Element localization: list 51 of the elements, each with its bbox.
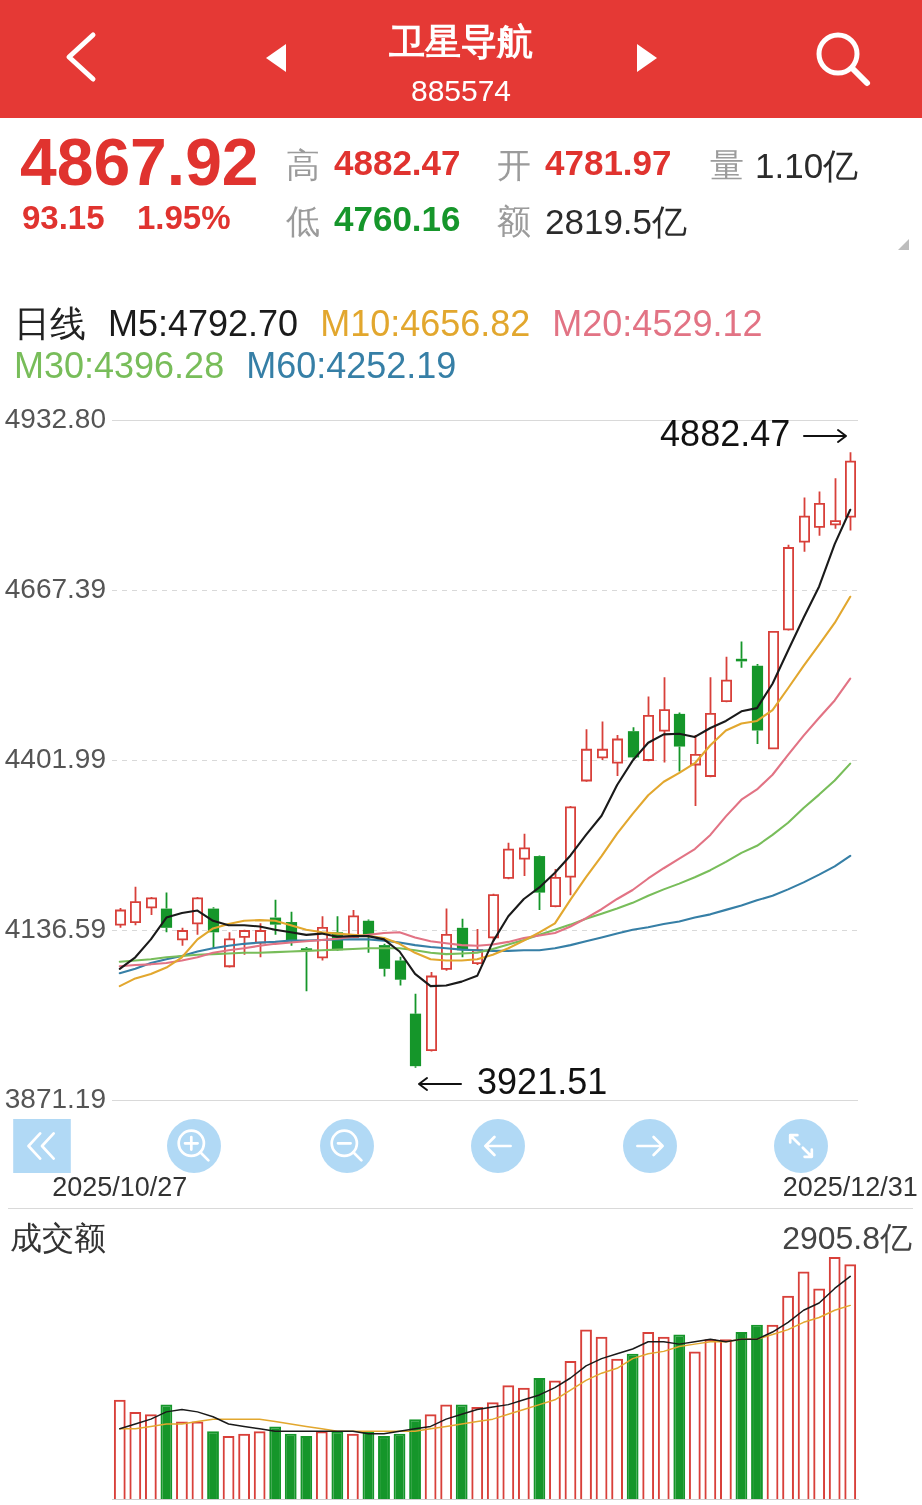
candlestick: [673, 713, 686, 773]
text: M5:4792.70: [108, 303, 299, 345]
text: 高: [286, 145, 320, 186]
candlestick: [830, 477, 841, 530]
text: 4882.47: [334, 143, 461, 183]
x-tick-label: 2025/10/27: [52, 1172, 188, 1203]
text: 4760.16: [334, 199, 461, 239]
candlestick: [255, 922, 266, 959]
text: 开: [497, 145, 531, 186]
text: 低: [286, 201, 320, 242]
y-tick-label: 3871.19: [4, 1082, 106, 1114]
candlestick: [472, 928, 483, 966]
y-tick-label: 4667.39: [4, 572, 106, 604]
text: 2905.8亿: [782, 1219, 912, 1258]
y-tick-label: 4401.99: [4, 742, 106, 774]
candlestick: [581, 728, 592, 782]
text: 4781.97: [545, 143, 672, 183]
annotation: 3921.51: [477, 1060, 608, 1102]
candlestick: [799, 496, 810, 553]
candlestick: [565, 806, 576, 897]
text: 卫星导航: [389, 20, 533, 64]
text: 1.95%: [137, 199, 231, 237]
text: M60:4252.19: [246, 345, 457, 387]
x-tick-label: 2025/12/31: [782, 1172, 918, 1203]
text: 93.15: [22, 199, 105, 237]
y-tick-label: 4932.80: [4, 402, 106, 434]
text: 量: [710, 145, 744, 186]
candlestick: [239, 930, 250, 956]
text: M20:4529.12: [552, 303, 763, 345]
legend-title: 日线: [14, 303, 86, 345]
text: M10:4656.82: [320, 303, 531, 345]
candlestick: [659, 676, 670, 764]
candlestick: [845, 451, 856, 532]
y-tick-label: 4136.59: [4, 912, 106, 944]
text: 4867.92: [20, 124, 259, 200]
candlestick: [519, 832, 530, 877]
annotation: 4882.47: [660, 413, 791, 455]
text: 1.10亿: [755, 145, 859, 187]
candlestick: [597, 720, 608, 761]
candlestick: [441, 907, 452, 972]
chart-title: 成交额: [10, 1219, 106, 1258]
text: 额: [497, 201, 531, 242]
text: 2819.5亿: [545, 201, 688, 243]
candlestick: [721, 655, 732, 702]
candlestick: [409, 992, 422, 1069]
text: 885574: [410, 74, 512, 108]
text: M30:4396.28: [14, 345, 225, 387]
candlestick: [643, 695, 654, 761]
candlestick: [130, 885, 141, 927]
candlestick: [814, 490, 825, 537]
candlestick: [705, 676, 716, 777]
